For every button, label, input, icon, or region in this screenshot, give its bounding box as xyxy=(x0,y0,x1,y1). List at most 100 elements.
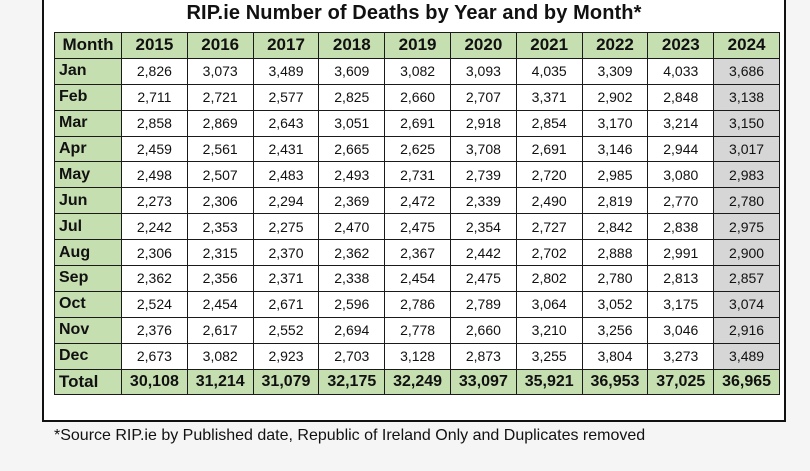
row-label: Feb xyxy=(54,83,122,111)
table-cell: 2,370 xyxy=(252,239,320,267)
table-cell: 3,093 xyxy=(449,57,517,85)
table-cell: 2,362 xyxy=(318,239,386,267)
table-cell: 2,825 xyxy=(318,83,386,111)
total-cell: 31,079 xyxy=(252,368,320,396)
table-cell: 2,707 xyxy=(449,83,517,111)
table-cell: 3,708 xyxy=(449,135,517,163)
column-header-2020: 2020 xyxy=(449,32,517,59)
table-cell: 3,309 xyxy=(581,57,649,85)
table-cell: 2,431 xyxy=(252,135,320,163)
table-cell: 2,498 xyxy=(121,161,188,189)
table-cell: 3,210 xyxy=(515,316,583,344)
table-cell: 2,275 xyxy=(252,213,320,241)
table-cell: 2,470 xyxy=(318,213,386,241)
row-label: Mar xyxy=(54,109,122,137)
table-cell: 2,858 xyxy=(121,109,188,137)
table-cell: 3,371 xyxy=(515,83,583,111)
table-cell: 3,146 xyxy=(581,135,649,163)
total-row: Total 30,108 31,214 31,079 32,175 32,249 33,09… xyxy=(54,368,780,396)
table-cell: 2,338 xyxy=(318,265,386,292)
table-cell: 3,082 xyxy=(186,342,254,370)
table-cell: 3,214 xyxy=(647,109,715,137)
table-cell: 3,082 xyxy=(384,57,451,85)
table-cell: 2,854 xyxy=(515,109,583,137)
table-cell: 2,353 xyxy=(186,213,254,241)
table-cell: 4,033 xyxy=(647,57,715,85)
table-row: Apr 2,459 2,561 2,431 2,665 2,625 3,708 2,691 3,… xyxy=(54,135,780,163)
table-cell: 2,472 xyxy=(384,187,451,215)
table-cell: 2,371 xyxy=(252,265,320,292)
table-cell: 2,826 xyxy=(121,57,188,85)
page-title: RIP.ie Number of Deaths by Year and by M… xyxy=(186,2,642,24)
table-cell: 3,073 xyxy=(186,57,254,85)
table-cell: 2,673 xyxy=(121,342,188,370)
column-header-2024: 2024 xyxy=(713,32,780,59)
table-cell: 2,354 xyxy=(449,213,517,241)
column-header-2016: 2016 xyxy=(186,32,254,59)
table-cell: 3,080 xyxy=(647,161,715,189)
table-cell: 2,918 xyxy=(449,109,517,137)
table-cell: 2,242 xyxy=(121,213,188,241)
total-cell: 31,214 xyxy=(186,368,254,396)
table-cell: 2,625 xyxy=(384,135,451,163)
row-label: Nov xyxy=(54,316,122,344)
table-cell: 2,643 xyxy=(252,109,320,137)
table-cell: 2,665 xyxy=(318,135,386,163)
table-cell: 3,051 xyxy=(318,109,386,137)
row-label: May xyxy=(54,161,122,189)
row-label: Aug xyxy=(54,239,122,267)
table-cell: 3,170 xyxy=(581,109,649,137)
total-cell: 32,249 xyxy=(384,368,451,396)
table-cell: 2,770 xyxy=(647,187,715,215)
table-cell: 3,489 xyxy=(713,342,780,370)
table-cell: 2,490 xyxy=(515,187,583,215)
table-cell: 3,609 xyxy=(318,57,386,85)
column-header-2021: 2021 xyxy=(515,32,583,59)
table-cell: 2,369 xyxy=(318,187,386,215)
table-cell: 2,306 xyxy=(186,187,254,215)
table-cell: 2,720 xyxy=(515,161,583,189)
column-header-2019: 2019 xyxy=(384,32,451,59)
table-cell: 2,991 xyxy=(647,239,715,267)
table-cell: 2,454 xyxy=(186,290,254,318)
table-cell: 2,339 xyxy=(449,187,517,215)
table-cell: 2,306 xyxy=(121,239,188,267)
table-cell: 2,475 xyxy=(384,213,451,241)
table-cell: 2,813 xyxy=(647,265,715,292)
table-row: Jun 2,273 2,306 2,294 2,369 2,472 2,339 2,490 2,… xyxy=(54,187,780,215)
table-row: Aug 2,306 2,315 2,370 2,362 2,367 2,442 2,702 2,… xyxy=(54,239,780,267)
total-cell: 36,965 xyxy=(713,368,780,396)
table-cell: 2,778 xyxy=(384,316,451,344)
table-row: Jan 2,826 3,073 3,489 3,609 3,082 3,093 4,035 3,… xyxy=(54,57,780,85)
table-cell: 2,442 xyxy=(449,239,517,267)
table-cell: 2,923 xyxy=(252,342,320,370)
table-cell: 2,731 xyxy=(384,161,451,189)
table-cell: 2,888 xyxy=(581,239,649,267)
table-cell: 2,780 xyxy=(581,265,649,292)
total-cell: 36,953 xyxy=(581,368,649,396)
table-cell: 3,128 xyxy=(384,342,451,370)
table-cell: 2,916 xyxy=(713,316,780,344)
table-cell: 2,694 xyxy=(318,316,386,344)
table-cell: 3,064 xyxy=(515,290,583,318)
table-cell: 2,552 xyxy=(252,316,320,344)
table-cell: 2,702 xyxy=(515,239,583,267)
table-cell: 3,273 xyxy=(647,342,715,370)
table-cell: 2,483 xyxy=(252,161,320,189)
column-header-2022: 2022 xyxy=(581,32,649,59)
column-header-2015: 2015 xyxy=(121,32,188,59)
source-footnote: *Source RIP.ie by Published date, Republ… xyxy=(54,427,646,444)
table-row: Feb 2,711 2,721 2,577 2,825 2,660 2,707 3,371 2,… xyxy=(54,83,780,111)
table-cell: 3,489 xyxy=(252,57,320,85)
table-cell: 3,017 xyxy=(713,135,780,163)
table-cell: 2,985 xyxy=(581,161,649,189)
row-label: Jan xyxy=(54,57,122,85)
table-cell: 2,356 xyxy=(186,265,254,292)
table-cell: 2,727 xyxy=(515,213,583,241)
table-cell: 2,786 xyxy=(384,290,451,318)
table-cell: 2,671 xyxy=(252,290,320,318)
table-cell: 3,074 xyxy=(713,290,780,318)
table-header-row: Month 2015 2016 2017 2018 2019 2020 2021 2022 202… xyxy=(54,32,780,59)
table-row: Mar 2,858 2,869 2,643 3,051 2,691 2,918 2,854 3,… xyxy=(54,109,780,137)
table-cell: 3,686 xyxy=(713,57,780,85)
